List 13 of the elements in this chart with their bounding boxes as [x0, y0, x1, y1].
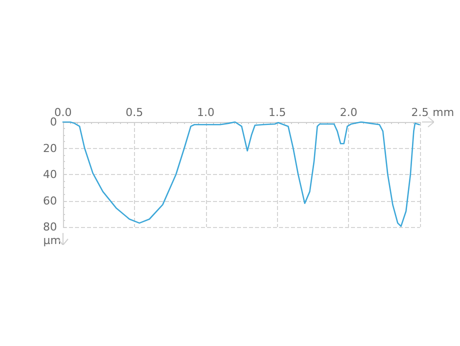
x-tick-label: 0.5 — [126, 106, 144, 119]
x-tick-label: 2.0 — [340, 106, 358, 119]
y-tick-label: 80 — [43, 220, 57, 234]
x-axis-title: mm — [432, 106, 454, 119]
y-axis-title: µm — [43, 234, 61, 247]
y-tick-label: 40 — [43, 168, 57, 181]
y-tick-label: 20 — [43, 142, 57, 155]
y-tick-label: 60 — [43, 194, 57, 208]
x-tick-label: 2.5 — [411, 106, 429, 119]
x-tick-label: 1.0 — [197, 106, 215, 119]
y-tick-label: 0 — [50, 116, 57, 128]
x-tick-label: 0.0 — [54, 106, 72, 119]
x-tick-label: 1.5 — [268, 106, 286, 119]
